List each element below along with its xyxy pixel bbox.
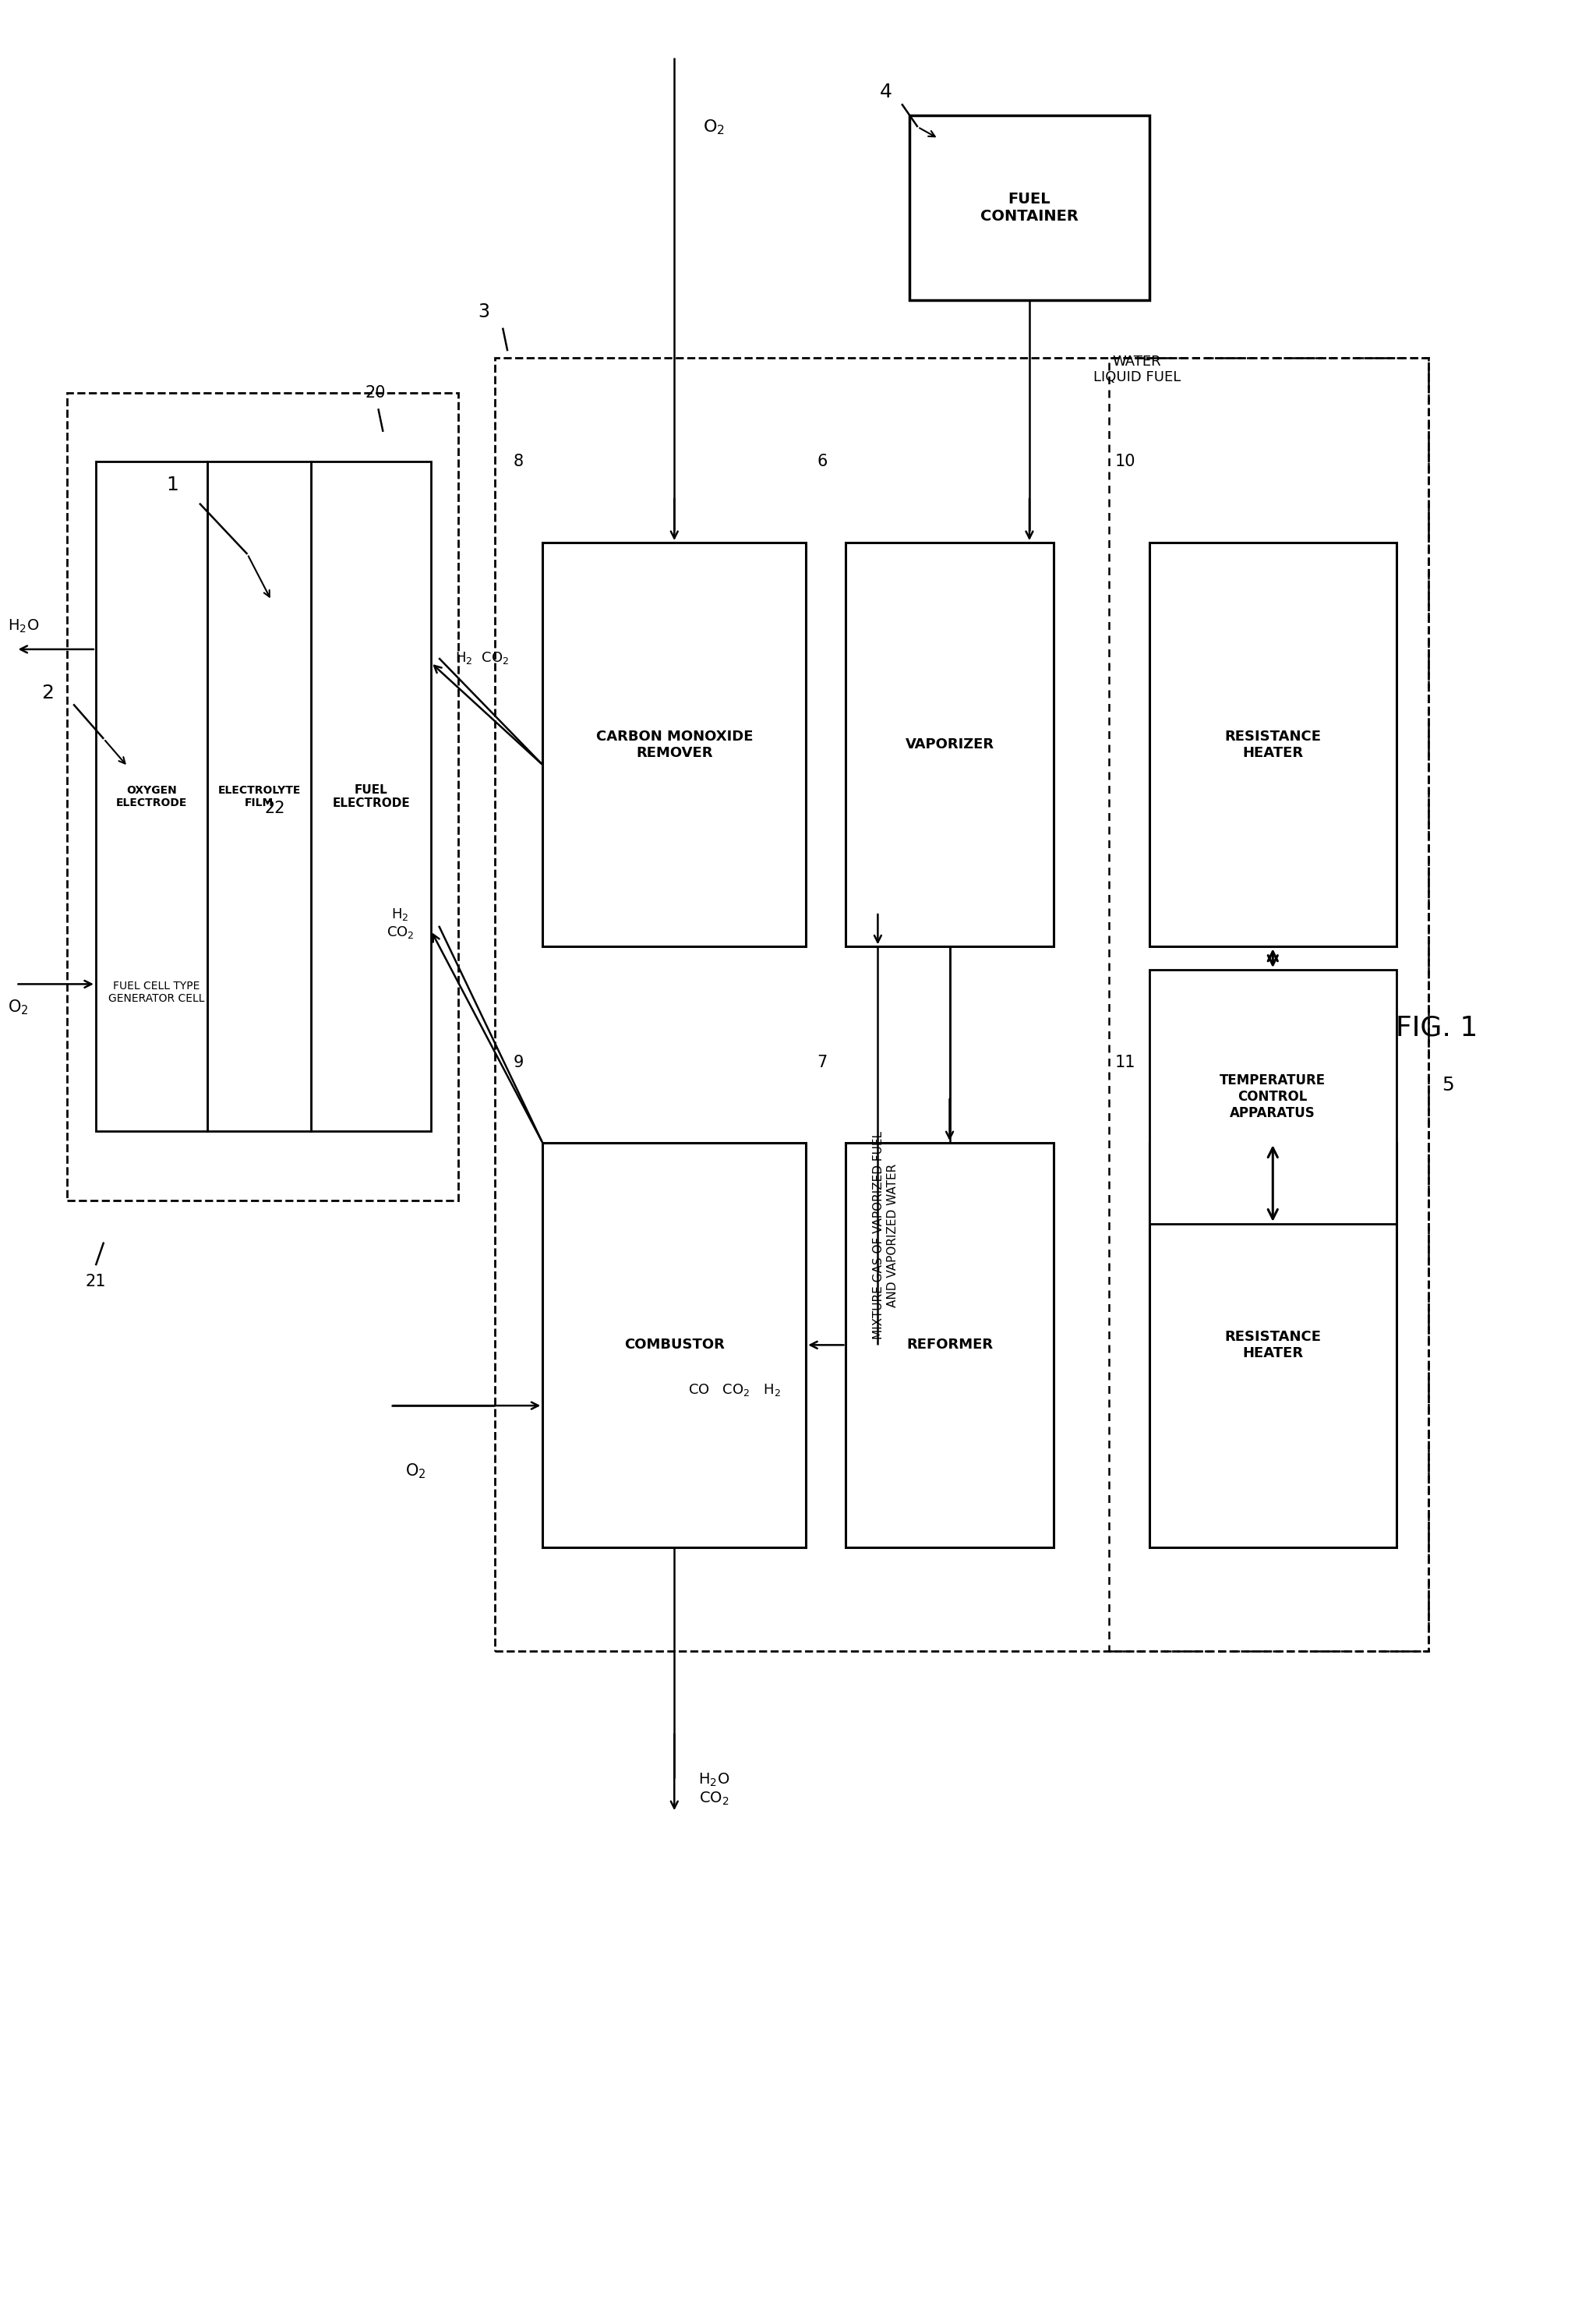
Text: H$_2$  CO$_2$: H$_2$ CO$_2$ (455, 651, 509, 665)
Bar (543, 543, 806, 947)
Text: 20: 20 (365, 386, 385, 399)
Bar (207, 462, 311, 1131)
Bar (495, 358, 1428, 1651)
Bar (67, 393, 458, 1201)
Text: 3: 3 (477, 302, 490, 321)
Bar (1149, 543, 1396, 947)
Bar (543, 1143, 806, 1547)
Text: 11: 11 (1116, 1055, 1135, 1069)
Text: H$_2$
CO$_2$: H$_2$ CO$_2$ (386, 907, 413, 940)
Text: O$_2$: O$_2$ (8, 997, 29, 1016)
Text: H$_2$O: H$_2$O (8, 619, 40, 635)
Text: CO   CO$_2$   H$_2$: CO CO$_2$ H$_2$ (688, 1383, 780, 1397)
Text: CARBON MONOXIDE
REMOVER: CARBON MONOXIDE REMOVER (595, 730, 753, 760)
Bar (846, 1143, 1053, 1547)
Text: RESISTANCE
HEATER: RESISTANCE HEATER (1224, 730, 1321, 760)
Text: H$_2$O
CO$_2$: H$_2$O CO$_2$ (699, 1771, 729, 1808)
Text: 2: 2 (41, 683, 54, 702)
Text: OXYGEN
ELECTRODE: OXYGEN ELECTRODE (117, 785, 187, 808)
Text: O$_2$: O$_2$ (704, 118, 725, 136)
Text: 9: 9 (514, 1055, 523, 1069)
Text: 22: 22 (265, 801, 284, 815)
Text: VAPORIZER: VAPORIZER (905, 737, 994, 753)
Text: ELECTROLYTE
FILM: ELECTROLYTE FILM (219, 785, 300, 808)
Text: 6: 6 (817, 455, 827, 469)
Bar (1149, 970, 1396, 1224)
Text: 5: 5 (1441, 1076, 1454, 1094)
Text: 21: 21 (86, 1275, 105, 1288)
Text: 1: 1 (166, 476, 179, 494)
Text: FUEL CELL TYPE
GENERATOR CELL: FUEL CELL TYPE GENERATOR CELL (109, 981, 204, 1004)
Text: FUEL
CONTAINER: FUEL CONTAINER (980, 192, 1079, 224)
Bar (1109, 358, 1428, 1651)
Text: 8: 8 (514, 455, 523, 469)
Bar (910, 115, 1149, 300)
Text: O$_2$: O$_2$ (405, 1462, 426, 1480)
Text: FUEL
ELECTRODE: FUEL ELECTRODE (332, 785, 410, 808)
Bar (311, 462, 431, 1131)
Text: 4: 4 (879, 83, 892, 102)
Text: WATER
LIQUID FUEL: WATER LIQUID FUEL (1093, 353, 1181, 386)
Text: 7: 7 (817, 1055, 827, 1069)
Text: COMBUSTOR: COMBUSTOR (624, 1337, 725, 1353)
Text: FIG. 1: FIG. 1 (1395, 1014, 1478, 1041)
Bar (846, 543, 1053, 947)
Text: TEMPERATURE
CONTROL
APPARATUS: TEMPERATURE CONTROL APPARATUS (1219, 1074, 1326, 1120)
Bar (1149, 1143, 1396, 1547)
Text: 10: 10 (1116, 455, 1135, 469)
Text: REFORMER: REFORMER (907, 1337, 993, 1353)
Text: MIXTURE GAS OF VAPORIZED FUEL
AND VAPORIZED WATER: MIXTURE GAS OF VAPORIZED FUEL AND VAPORI… (873, 1131, 899, 1339)
Bar (96, 462, 207, 1131)
Text: RESISTANCE
HEATER: RESISTANCE HEATER (1224, 1330, 1321, 1360)
